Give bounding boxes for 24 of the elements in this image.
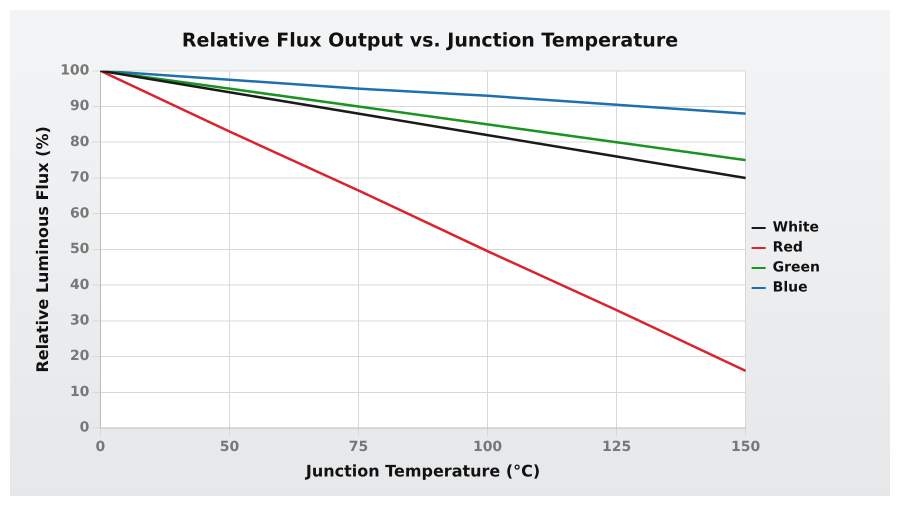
x-tick-label: 100 (472, 439, 502, 456)
legend-label: White (772, 220, 820, 236)
y-tick-label: 20 (70, 348, 90, 364)
x-tick-label: 0 (96, 439, 106, 456)
y-tick-label: 40 (70, 276, 90, 293)
x-tick-label: 75 (348, 439, 368, 456)
chart-title: Relative Flux Output vs. Junction Temperature (182, 29, 678, 52)
y-axis-title: Relative Luminous Flux (%) (32, 126, 52, 373)
y-tick-label: 10 (70, 384, 90, 400)
y-tick-label: 100 (60, 62, 90, 78)
y-tick-label: 60 (70, 205, 90, 222)
legend-label: Green (772, 260, 820, 276)
x-tick-label: 125 (602, 439, 632, 456)
y-tick-label: 30 (70, 312, 90, 328)
y-tick-label: 0 (80, 420, 90, 436)
y-tick-label: 70 (70, 170, 90, 186)
x-tick-label: 50 (220, 439, 240, 456)
y-tick-label: 90 (70, 98, 90, 114)
x-axis-title: Junction Temperature (°C) (304, 462, 540, 481)
legend-label: Blue (772, 280, 808, 296)
y-tick-label: 80 (70, 134, 90, 150)
legend-label: Red (772, 240, 803, 256)
x-tick-label: 150 (731, 439, 761, 456)
y-tick-label: 50 (70, 241, 90, 258)
